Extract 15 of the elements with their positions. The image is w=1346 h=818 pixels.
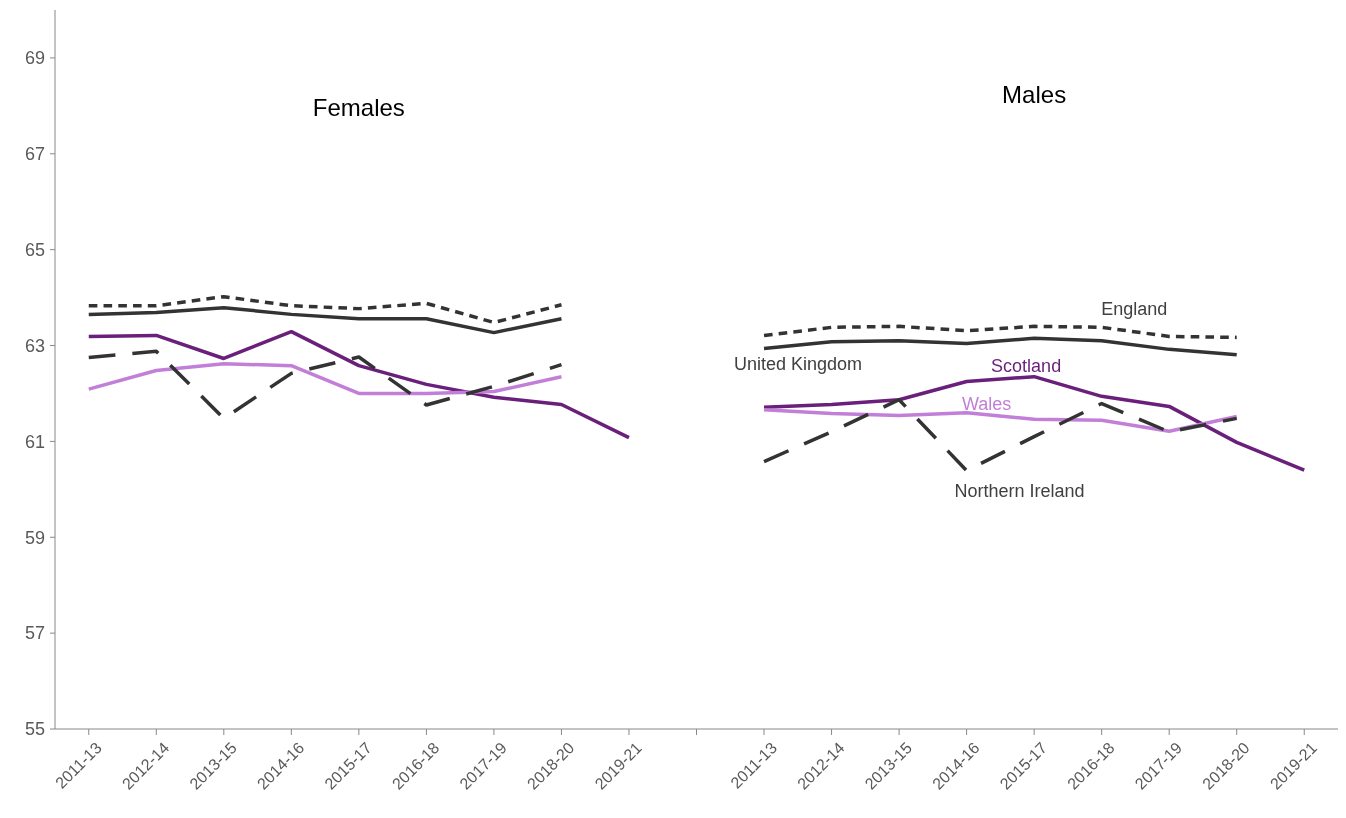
series-label: Wales — [961, 393, 1012, 414]
y-tick-label: 67 — [24, 144, 45, 165]
series-label: England — [1101, 298, 1168, 319]
y-tick-label: 57 — [24, 623, 45, 644]
annotation: Males — [1002, 81, 1067, 109]
annotation: Females — [312, 94, 405, 122]
series-label: Scotland — [991, 355, 1062, 376]
series-label: Northern Ireland — [954, 480, 1085, 501]
series-label: United Kingdom — [733, 353, 863, 374]
y-tick-label: 59 — [24, 527, 45, 548]
y-tick-label: 61 — [24, 431, 45, 452]
y-tick-label: 69 — [24, 48, 45, 69]
y-tick-label: 55 — [24, 719, 45, 740]
y-tick-label: 63 — [24, 335, 45, 356]
y-tick-label: 65 — [24, 239, 45, 260]
